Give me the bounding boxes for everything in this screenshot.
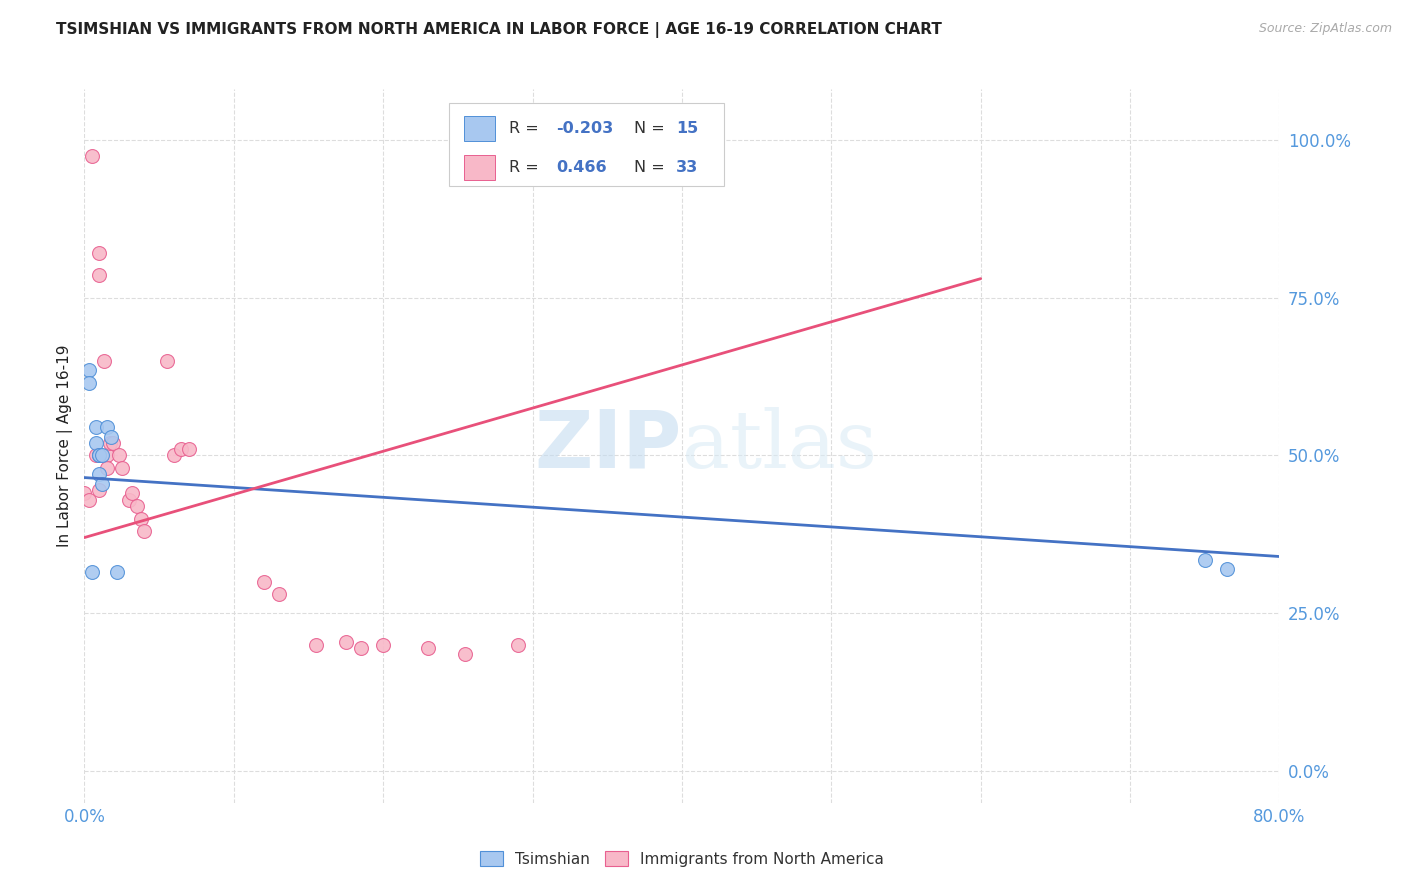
Point xyxy=(96,420,118,434)
Text: TSIMSHIAN VS IMMIGRANTS FROM NORTH AMERICA IN LABOR FORCE | AGE 16-19 CORRELATIO: TSIMSHIAN VS IMMIGRANTS FROM NORTH AMERI… xyxy=(56,22,942,38)
Point xyxy=(335,634,357,648)
Point xyxy=(89,246,111,260)
Point xyxy=(101,435,124,450)
Text: N =: N = xyxy=(634,120,671,136)
FancyBboxPatch shape xyxy=(449,103,724,186)
Point xyxy=(170,442,193,457)
Point xyxy=(89,467,111,482)
Y-axis label: In Labor Force | Age 16-19: In Labor Force | Age 16-19 xyxy=(58,344,73,548)
Point xyxy=(121,486,143,500)
Point xyxy=(155,353,177,368)
Point xyxy=(105,566,128,580)
Point xyxy=(454,648,477,662)
Point xyxy=(86,449,108,463)
Point xyxy=(111,461,134,475)
FancyBboxPatch shape xyxy=(464,116,495,141)
Point xyxy=(89,449,111,463)
Text: ZIP: ZIP xyxy=(534,407,682,485)
Point xyxy=(253,574,276,589)
Point xyxy=(1216,562,1239,576)
Point xyxy=(96,449,118,463)
Point xyxy=(98,435,121,450)
Point xyxy=(89,449,111,463)
Legend: Tsimshian, Immigrants from North America: Tsimshian, Immigrants from North America xyxy=(479,851,884,866)
Point xyxy=(86,435,108,450)
Point xyxy=(132,524,156,539)
Point xyxy=(129,511,152,525)
Point xyxy=(125,499,148,513)
Point xyxy=(96,461,118,475)
Point xyxy=(177,442,200,457)
Point xyxy=(416,641,439,656)
Point xyxy=(118,492,141,507)
Text: 15: 15 xyxy=(676,120,699,136)
Point xyxy=(86,420,108,434)
Text: R =: R = xyxy=(509,120,544,136)
Point xyxy=(91,476,114,491)
Point xyxy=(350,641,373,656)
Point xyxy=(267,587,290,601)
Text: N =: N = xyxy=(634,160,671,175)
Point xyxy=(371,638,394,652)
Point xyxy=(506,638,529,652)
Point xyxy=(100,429,122,443)
Point xyxy=(163,449,186,463)
Point xyxy=(77,376,100,390)
Point xyxy=(89,483,111,498)
Point xyxy=(77,492,100,507)
Text: -0.203: -0.203 xyxy=(557,120,613,136)
Text: atlas: atlas xyxy=(682,407,877,485)
Point xyxy=(89,268,111,283)
Point xyxy=(80,566,103,580)
Point xyxy=(77,363,100,377)
Point xyxy=(91,449,114,463)
Text: 0.466: 0.466 xyxy=(557,160,607,175)
Text: 33: 33 xyxy=(676,160,699,175)
Point xyxy=(73,486,96,500)
Point xyxy=(107,449,129,463)
Point xyxy=(1194,552,1216,566)
Point xyxy=(80,148,103,162)
FancyBboxPatch shape xyxy=(464,155,495,180)
Text: R =: R = xyxy=(509,160,548,175)
Point xyxy=(93,353,115,368)
Point xyxy=(305,638,328,652)
Text: Source: ZipAtlas.com: Source: ZipAtlas.com xyxy=(1258,22,1392,36)
Point xyxy=(89,449,111,463)
